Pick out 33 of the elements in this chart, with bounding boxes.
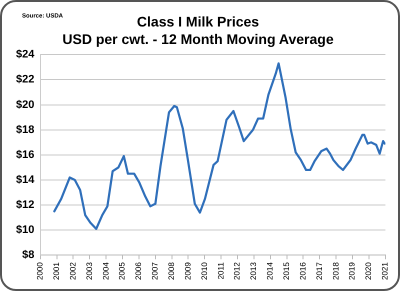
x-tick-label: 2018 xyxy=(331,262,340,280)
x-tick-label: 2017 xyxy=(314,262,324,280)
x-tick-label: 2013 xyxy=(249,262,258,280)
y-tick-label: $10 xyxy=(16,224,34,236)
x-tick-label: 2021 xyxy=(380,262,390,280)
chart-title: Class I Milk Prices xyxy=(136,13,260,30)
x-tick-label: 2008 xyxy=(167,262,176,280)
x-tick-label: 2015 xyxy=(282,262,292,280)
x-tick-label: 2007 xyxy=(150,262,160,280)
y-tick-label: $20 xyxy=(16,98,34,111)
y-tick-label: $14 xyxy=(16,174,36,186)
y-tick-label: $12 xyxy=(16,199,34,212)
x-tick-label: 2006 xyxy=(134,262,144,280)
x-tick-label: 2012 xyxy=(232,262,242,280)
y-tick-label: $24 xyxy=(16,48,36,61)
x-tick-label: 2010 xyxy=(200,262,209,280)
x-tick-label: 2000 xyxy=(36,262,45,280)
y-tick-label: $18 xyxy=(16,124,34,136)
x-tick-label: 2019 xyxy=(348,262,357,280)
chart-subtitle: USD per cwt. - 12 Month Moving Average xyxy=(62,31,334,48)
x-tick-label: 2004 xyxy=(101,262,110,280)
x-tick-label: 2002 xyxy=(68,262,78,280)
x-tick-label: 2001 xyxy=(52,262,61,280)
x-tick-label: 2003 xyxy=(84,262,94,280)
x-tick-label: 2009 xyxy=(183,262,192,280)
y-tick-label: $8 xyxy=(22,249,34,262)
y-tick-label: $16 xyxy=(16,148,34,161)
x-tick-label: 2014 xyxy=(266,262,275,280)
x-tick-label: 2016 xyxy=(298,262,308,280)
x-tick-label: 2011 xyxy=(216,262,226,280)
x-tick-label: 2020 xyxy=(364,262,374,280)
y-tick-label: $22 xyxy=(16,74,34,86)
x-tick-label: 2005 xyxy=(118,262,127,280)
